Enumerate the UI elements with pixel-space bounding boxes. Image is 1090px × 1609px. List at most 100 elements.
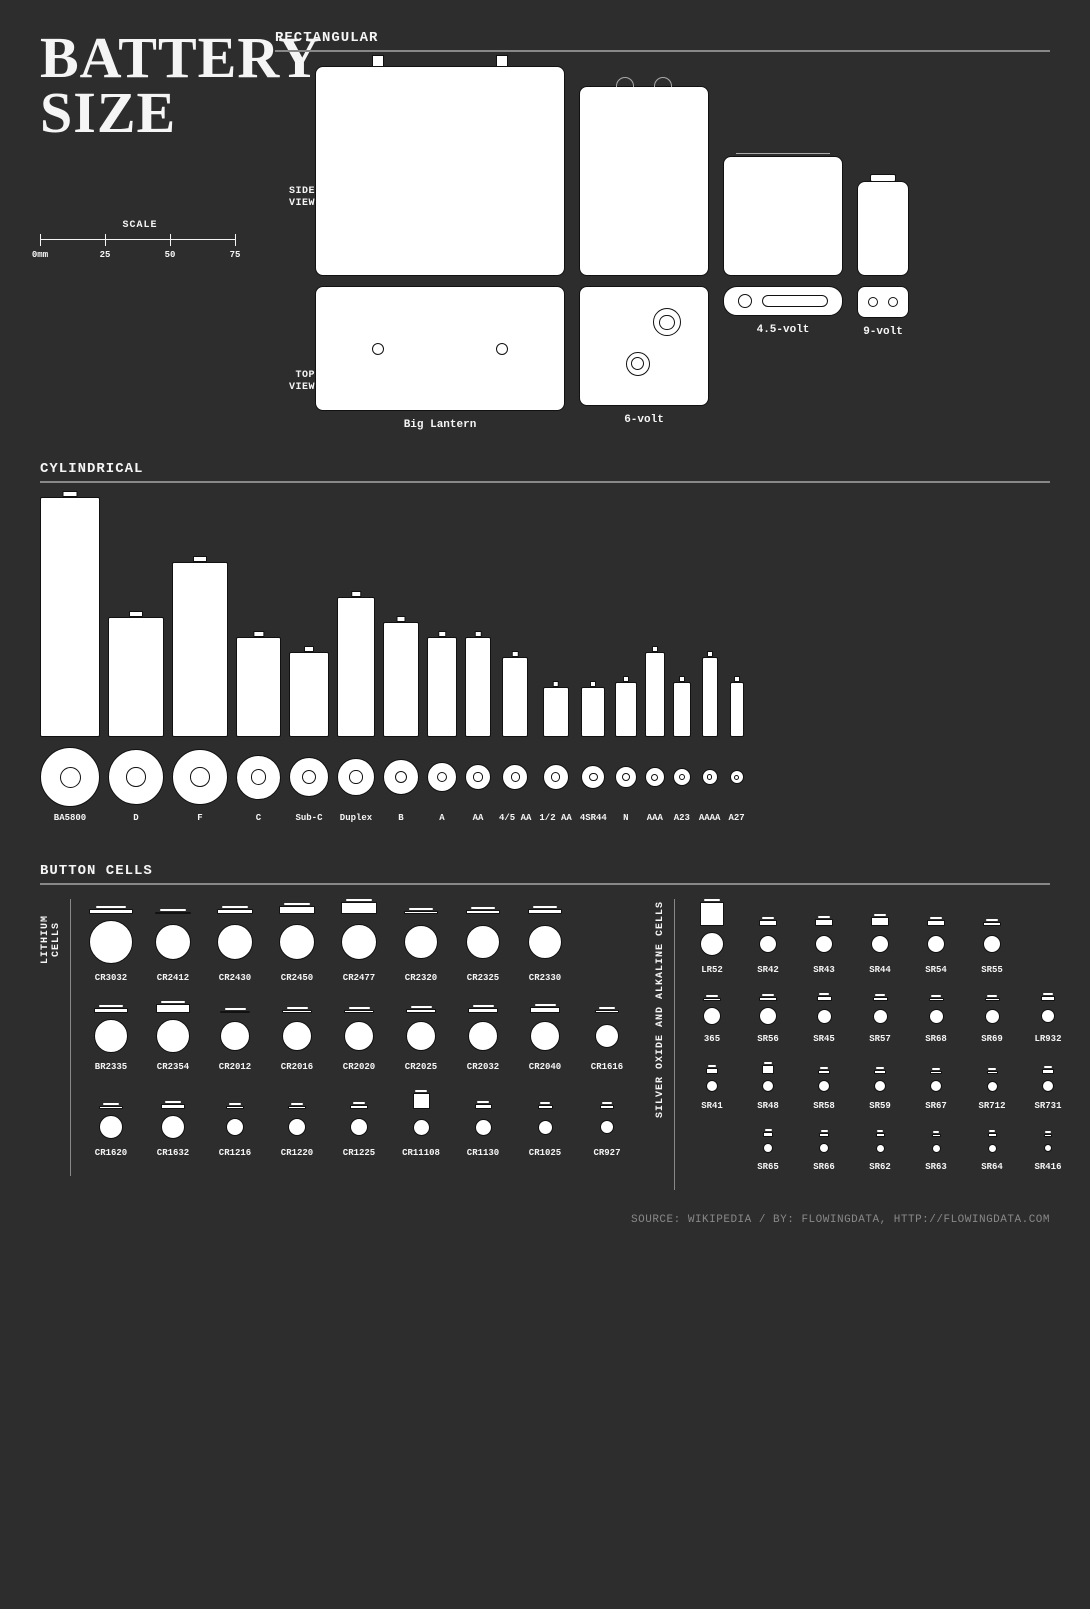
cyl-4sr44: 4SR44 [580, 687, 607, 823]
button-label: SR56 [757, 1034, 779, 1044]
button-section: BUTTON CELLS LITHIUM CELLS CR3032CR2412C… [40, 863, 1050, 1190]
rect-top-big-lantern: Big Lantern [315, 286, 565, 431]
button-sr416: SR416 [1023, 1131, 1073, 1172]
button-label: CR1216 [219, 1148, 251, 1158]
button-label: SR62 [869, 1162, 891, 1172]
button-label: CR2020 [343, 1062, 375, 1072]
button-cr1620: CR1620 [83, 1103, 139, 1158]
ruler-label: 0mm [32, 250, 48, 260]
cyl-label: B [398, 813, 403, 823]
cyl-label: A [439, 813, 444, 823]
button-sr69: SR69 [967, 995, 1017, 1044]
button-cr3032: CR3032 [83, 906, 139, 983]
button-label: SR67 [925, 1101, 947, 1111]
button-label: CR2320 [405, 973, 437, 983]
button-label: SR69 [981, 1034, 1003, 1044]
button-cr2330: CR2330 [517, 906, 573, 983]
cyl-a23: A23 [673, 682, 691, 823]
cylindrical-section: CYLINDRICAL BA5800DFCSub-CDuplexBAAA4/5 … [40, 461, 1050, 823]
ruler-label: 50 [165, 250, 176, 260]
button-label: CR2430 [219, 973, 251, 983]
button-cr927: CR927 [579, 1102, 635, 1158]
button-cr2032: CR2032 [455, 1005, 511, 1072]
cyl-aaaa: AAAA [699, 657, 721, 823]
button-label: CR1632 [157, 1148, 189, 1158]
ruler-tick [235, 234, 236, 246]
button-sr68: SR68 [911, 995, 961, 1044]
cyl-d: D [108, 617, 164, 823]
button-label: SR66 [813, 1162, 835, 1172]
button-cr1632: CR1632 [145, 1101, 201, 1158]
button-label: CR1620 [95, 1148, 127, 1158]
ruler-line: 0mm255075 [40, 239, 235, 259]
button-label: BR2335 [95, 1062, 127, 1072]
button-label: SR59 [869, 1101, 891, 1111]
button-row: SR41SR48SR58SR59SR67SR712SR731SR60 [687, 1062, 1090, 1111]
button-label: LR52 [701, 965, 723, 975]
rect-side-4-5-volt [723, 156, 843, 276]
button-label: CR2325 [467, 973, 499, 983]
rect-top-6-volt: 6-volt [579, 286, 709, 426]
button-sr44: SR44 [855, 914, 905, 975]
button-label: CR3032 [95, 973, 127, 983]
button-cr2025: CR2025 [393, 1006, 449, 1072]
cyl-aa: AA [465, 637, 491, 823]
cyl-1-2-aa: 1/2 AA [539, 687, 571, 823]
rectangular-views: SIDE VIEW TOP VIEW Big Lantern6-volt4.5-… [275, 66, 1050, 431]
button-label: CR1616 [591, 1062, 623, 1072]
button-row: LR52SR42SR43SR44SR54SR55 [687, 899, 1090, 975]
rect-side-6-volt [579, 86, 709, 276]
button-cr2354: CR2354 [145, 1001, 201, 1072]
scale-ruler: SCALE 0mm255075 [40, 220, 240, 259]
button-label: CR11108 [402, 1148, 440, 1158]
button-sr58: SR58 [799, 1067, 849, 1111]
button-sr42: SR42 [743, 917, 793, 975]
button-row: BR2335CR2354CR2012CR2016CR2020CR2025CR20… [83, 1001, 635, 1072]
title-column: BATTERY SIZE SCALE 0mm255075 [40, 30, 275, 431]
ruler-tick [170, 234, 171, 246]
button-sr60: SR60 [1079, 1067, 1090, 1111]
button-rule [40, 883, 1050, 885]
cylindrical-heading: CYLINDRICAL [40, 461, 1050, 477]
button-br2335: BR2335 [83, 1005, 139, 1072]
button-cr1025: CR1025 [517, 1102, 573, 1158]
button-cr1130: CR1130 [455, 1101, 511, 1158]
button-sr731: SR731 [1023, 1066, 1073, 1111]
button-label: CR2450 [281, 973, 313, 983]
cyl-n: N [615, 682, 637, 823]
cyl-label: 4/5 AA [499, 813, 531, 823]
lithium-group: LITHIUM CELLS CR3032CR2412CR2430CR2450CR… [40, 899, 635, 1176]
rect-label: Big Lantern [404, 419, 477, 431]
button-label: SR55 [981, 965, 1003, 975]
button-label: SR712 [978, 1101, 1005, 1111]
button-cr2477: CR2477 [331, 899, 387, 983]
rect-side-9-volt [857, 181, 909, 276]
button-sr55: SR55 [967, 919, 1017, 975]
button-sr41: SR41 [687, 1065, 737, 1111]
button-label: CR2354 [157, 1062, 189, 1072]
button-sr57: SR57 [855, 994, 905, 1044]
cyl-label: BA5800 [54, 813, 86, 823]
button-label: SR63 [925, 1162, 947, 1172]
cyl-duplex: Duplex [337, 597, 375, 823]
button-label: SR42 [757, 965, 779, 975]
cyl-label: N [623, 813, 628, 823]
button-row: CR3032CR2412CR2430CR2450CR2477CR2320CR23… [83, 899, 635, 983]
button-label: LR932 [1034, 1034, 1061, 1044]
ruler-tick [105, 234, 106, 246]
button-label: SR44 [869, 965, 891, 975]
button-row: CR1620CR1632CR1216CR1220CR1225CR11108CR1… [83, 1090, 635, 1158]
button-sr45: SR45 [799, 993, 849, 1044]
cyl-aaa: AAA [645, 652, 665, 823]
scale-title: SCALE [40, 220, 240, 231]
lithium-stage: CR3032CR2412CR2430CR2450CR2477CR2320CR23… [70, 899, 635, 1176]
rect-label: 4.5-volt [757, 324, 810, 336]
footer-credit: SOURCE: WIKIPEDIA / BY: FLOWINGDATA, HTT… [40, 1214, 1050, 1226]
cyl-label: AA [473, 813, 484, 823]
button-label: SR416 [1034, 1162, 1061, 1172]
button-cr2016: CR2016 [269, 1007, 325, 1072]
button-label: SR43 [813, 965, 835, 975]
button-cr2325: CR2325 [455, 907, 511, 983]
rect-top-4-5-volt: 4.5-volt [723, 286, 843, 336]
cyl-label: F [197, 813, 202, 823]
